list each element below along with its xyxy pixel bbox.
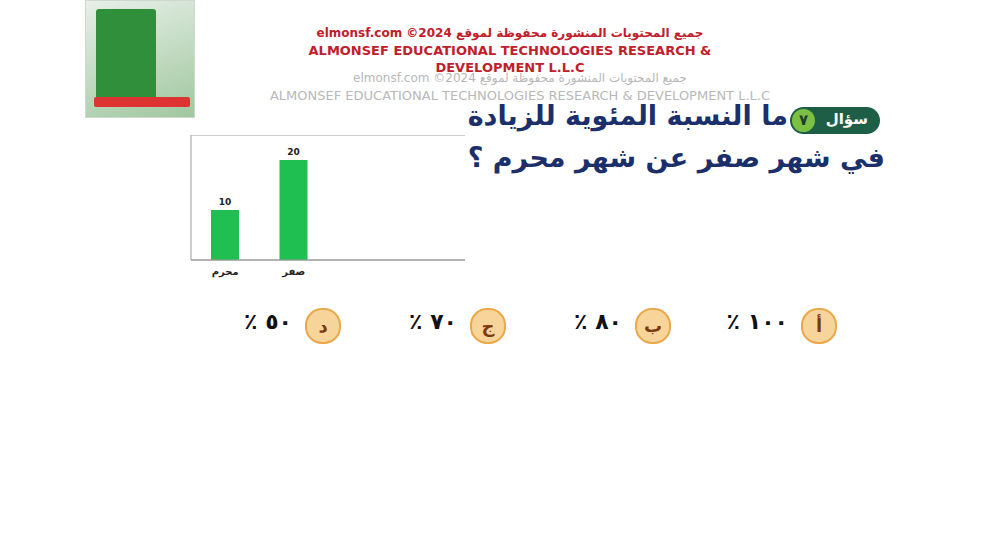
svg-text:10: 10 xyxy=(219,197,232,207)
html-text:جميع المحتويات المنشورة محفوظة: جميع المحتويات المنشورة محفوظة لموقع elm… xyxy=(353,71,687,85)
svg-text:صفر: صفر xyxy=(281,266,305,278)
html-text:ما النسبة المئوية للزيادة: ما النسبة المئوية للزيادة xyxy=(467,100,788,131)
html-text:٨٠ ٪: ٨٠ ٪ xyxy=(574,309,622,334)
html-text:٧: ٧ xyxy=(798,111,809,129)
html-text:ALMONSEF EDUCATIONAL TECHNOLOG: ALMONSEF EDUCATIONAL TECHNOLOGIES RESEAR… xyxy=(270,88,770,103)
svg-text:محرم: محرم xyxy=(212,266,239,278)
html-text:ج: ج xyxy=(481,315,495,336)
html-text:جميع المحتويات المنشورة محفوظة: جميع المحتويات المنشورة محفوظة لموقع elm… xyxy=(316,26,704,40)
html-text:أ: أ xyxy=(815,315,823,336)
html-text:١٠٠ ٪: ١٠٠ ٪ xyxy=(726,309,788,334)
html-text:DEVELOPMENT L.L.C: DEVELOPMENT L.L.C xyxy=(435,60,585,75)
html-text:سؤال: سؤال xyxy=(825,110,868,128)
html-text:د: د xyxy=(318,315,328,336)
html-text:في شهر صفر عن شهر محرم ؟: في شهر صفر عن شهر محرم ؟ xyxy=(467,142,885,173)
html-text:ب: ب xyxy=(644,315,662,336)
html-text:٧٠ ٪: ٧٠ ٪ xyxy=(409,309,457,334)
html-text:ALMONSEF EDUCATIONAL TECHNOLOG: ALMONSEF EDUCATIONAL TECHNOLOGIES RESEAR… xyxy=(308,43,712,58)
svg-text:20: 20 xyxy=(287,147,300,157)
html-text:٥٠ ٪: ٥٠ ٪ xyxy=(244,309,292,334)
